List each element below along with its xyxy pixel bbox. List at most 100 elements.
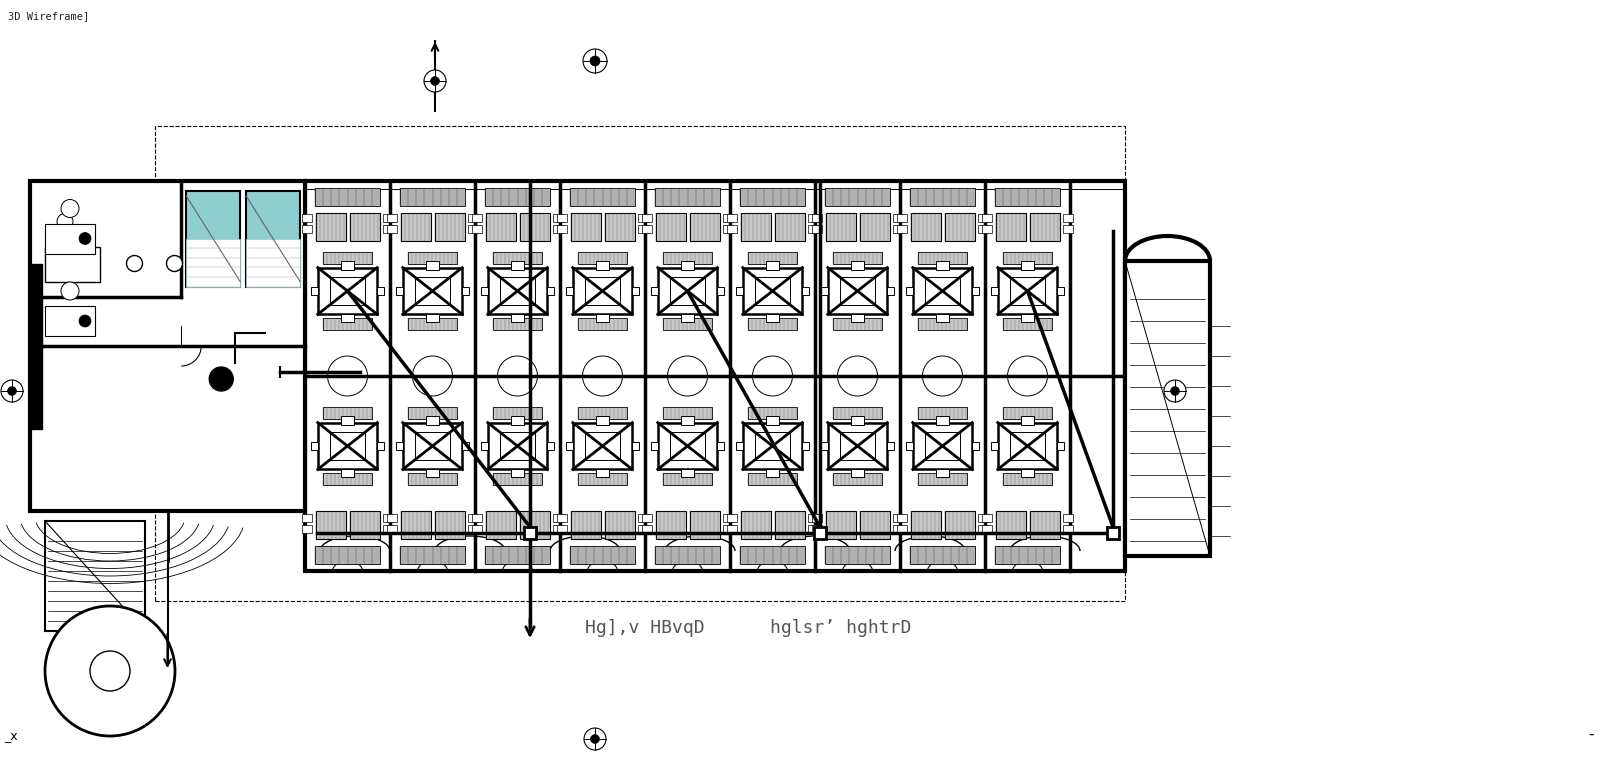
Bar (990, 287, 998, 295)
Bar (54, 226, 75, 241)
Bar (45, 247, 99, 281)
Bar (912, 423, 973, 469)
Bar (978, 525, 989, 533)
Bar (888, 442, 894, 451)
Bar (680, 416, 694, 425)
Bar (426, 416, 440, 425)
Bar (493, 318, 542, 330)
Bar (918, 473, 966, 485)
Bar (1003, 408, 1053, 419)
Bar (1021, 314, 1034, 323)
Bar (747, 318, 797, 330)
Bar (802, 287, 810, 295)
Bar (995, 546, 1059, 564)
Bar (472, 214, 482, 222)
Bar (834, 252, 882, 264)
Bar (859, 511, 890, 539)
Bar (766, 416, 779, 425)
Bar (426, 469, 440, 477)
Bar (510, 261, 525, 269)
Circle shape (430, 77, 440, 85)
Bar (1125, 261, 1210, 556)
Bar (499, 432, 536, 460)
Bar (973, 442, 979, 451)
Bar (642, 225, 653, 233)
Bar (573, 268, 632, 315)
Bar (632, 287, 638, 295)
Bar (747, 473, 797, 485)
Bar (400, 213, 430, 241)
Bar (426, 314, 440, 323)
Text: _x: _x (3, 729, 18, 742)
Bar (690, 213, 720, 241)
Bar (840, 432, 875, 460)
Bar (982, 514, 992, 522)
Bar (323, 408, 373, 419)
Text: -: - (1587, 727, 1594, 742)
Bar (944, 511, 974, 539)
Bar (387, 514, 397, 522)
Bar (400, 546, 466, 564)
Bar (995, 188, 1059, 206)
Bar (554, 525, 563, 533)
Bar (642, 525, 653, 533)
Circle shape (584, 728, 606, 750)
Bar (898, 525, 907, 533)
Bar (472, 525, 482, 533)
Circle shape (126, 255, 142, 272)
Bar (408, 473, 458, 485)
Bar (717, 287, 725, 295)
Bar (662, 252, 712, 264)
Bar (755, 432, 790, 460)
Bar (302, 525, 312, 533)
Bar (654, 188, 720, 206)
Text: hglsr’ hghtrD: hglsr’ hghtrD (770, 619, 912, 637)
Bar (747, 252, 797, 264)
Bar (595, 314, 610, 323)
Bar (403, 268, 462, 315)
Bar (840, 277, 875, 305)
Bar (654, 546, 720, 564)
Bar (936, 314, 949, 323)
Bar (826, 188, 890, 206)
Circle shape (590, 56, 600, 66)
Bar (638, 525, 648, 533)
Bar (741, 213, 771, 241)
Bar (584, 432, 621, 460)
Bar (670, 277, 706, 305)
Bar (898, 514, 907, 522)
Bar (482, 287, 488, 295)
Bar (387, 225, 397, 233)
Circle shape (78, 315, 91, 327)
Bar (485, 213, 515, 241)
Bar (658, 423, 717, 469)
Bar (525, 527, 536, 539)
Bar (978, 514, 989, 522)
Bar (571, 213, 600, 241)
Bar (520, 511, 549, 539)
Bar (557, 214, 566, 222)
Bar (766, 261, 779, 269)
Bar (656, 213, 685, 241)
Bar (45, 223, 94, 254)
Bar (726, 214, 738, 222)
Bar (414, 277, 450, 305)
Bar (570, 188, 635, 206)
Bar (826, 546, 890, 564)
Bar (680, 261, 694, 269)
Bar (736, 287, 742, 295)
Circle shape (61, 199, 78, 217)
Bar (982, 225, 992, 233)
Circle shape (8, 387, 16, 395)
Bar (726, 225, 738, 233)
Bar (1003, 473, 1053, 485)
Bar (893, 514, 902, 522)
Bar (595, 261, 610, 269)
Bar (978, 225, 989, 233)
Bar (1003, 252, 1053, 264)
Bar (918, 318, 966, 330)
Bar (382, 525, 394, 533)
Bar (341, 314, 354, 323)
Bar (851, 261, 864, 269)
Bar (387, 525, 397, 533)
